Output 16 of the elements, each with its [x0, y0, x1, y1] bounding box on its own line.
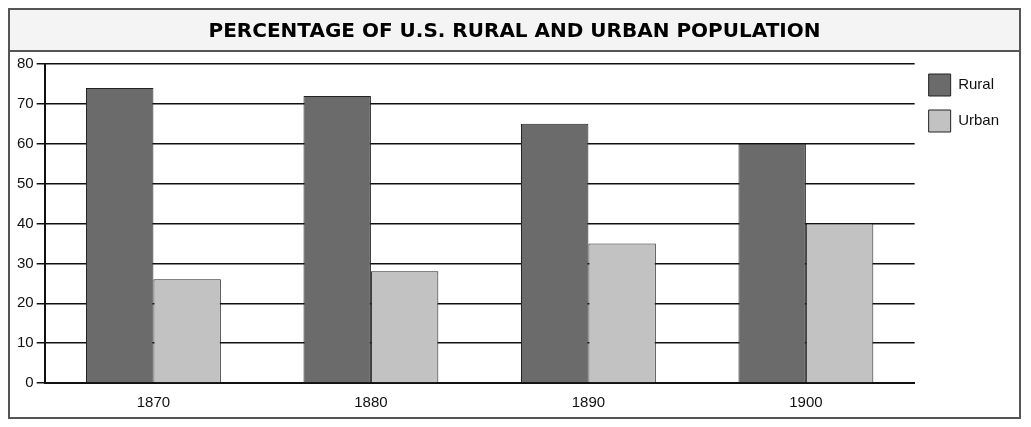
- y-tick-label: 50: [17, 173, 34, 191]
- y-tick-label: 80: [17, 54, 34, 72]
- legend-label: Urban: [958, 111, 999, 129]
- x-tick-label: 1900: [789, 393, 823, 411]
- y-tick-label: 40: [17, 213, 34, 231]
- y-tick-label: 60: [17, 133, 34, 151]
- y-tick-label: 0: [25, 373, 34, 391]
- x-tick-label: 1890: [571, 393, 606, 411]
- legend-label: Rural: [958, 75, 994, 93]
- x-tick-label: 1870: [136, 393, 171, 411]
- x-tick-label: 1880: [354, 393, 388, 411]
- chart-title: PERCENTAGE OF U.S. RURAL AND URBAN POPULATION: [10, 10, 1019, 52]
- y-tick-label: 20: [17, 293, 34, 311]
- y-tick-label: 30: [17, 253, 34, 271]
- y-tick-label: 70: [17, 94, 34, 112]
- y-tick-label: 10: [17, 333, 34, 351]
